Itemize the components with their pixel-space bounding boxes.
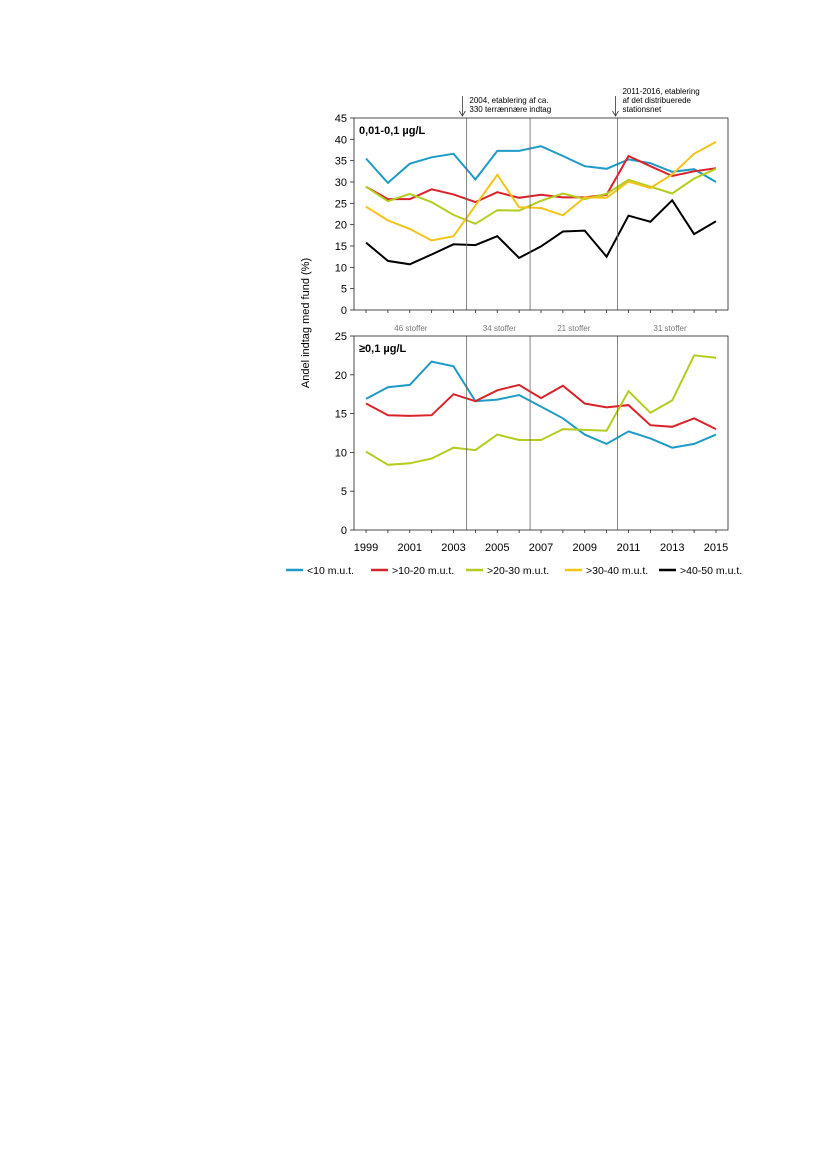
panel-title-1: 0,01-0,1 µg/L xyxy=(359,125,426,137)
annotation-text-2: stationsnet xyxy=(622,105,661,114)
series-line-1-5 xyxy=(365,198,717,266)
x-tick-label: 2003 xyxy=(441,542,465,554)
y-tick-label: 10 xyxy=(335,262,347,274)
panel-title-2: ≥0,1 µg/L xyxy=(359,343,406,355)
series-line-2-1 xyxy=(365,360,717,449)
y-tick-label: 20 xyxy=(335,370,347,382)
x-tick-label: 2013 xyxy=(660,542,684,554)
y-tick-label: 25 xyxy=(335,198,347,210)
annotation-arrow-head xyxy=(459,110,466,117)
y-tick-label: 25 xyxy=(335,331,347,343)
y-tick-label: 35 xyxy=(335,156,347,168)
series-line-1-3 xyxy=(365,167,717,225)
series-line-2-3 xyxy=(365,354,717,466)
y-tick-label: 45 xyxy=(335,113,347,125)
y-axis-label: Andel indtag med fund (%) xyxy=(300,258,312,388)
x-tick-label: 2015 xyxy=(704,542,728,554)
legend-label-2: >10-20 m.u.t. xyxy=(392,565,454,577)
y-tick-label: 15 xyxy=(335,241,347,253)
x-tick-label: 1999 xyxy=(354,542,378,554)
legend-label-3: >20-30 m.u.t. xyxy=(487,565,549,577)
chart-lines-layer xyxy=(365,141,717,466)
x-tick-label: 2001 xyxy=(398,542,422,554)
period-label: 31 stoffer xyxy=(653,324,687,333)
legend-label-5: >40-50 m.u.t. xyxy=(680,565,742,577)
annotation-text-1: 330 terrænnære indtag xyxy=(469,105,551,114)
period-label: 34 stoffer xyxy=(483,324,517,333)
x-tick-label: 2005 xyxy=(485,542,509,554)
y-tick-label: 20 xyxy=(335,220,347,232)
series-line-2-2 xyxy=(365,383,717,430)
x-tick-label: 2007 xyxy=(529,542,553,554)
y-tick-label: 0 xyxy=(341,305,347,317)
x-tick-label: 2011 xyxy=(617,542,641,554)
series-line-1-2 xyxy=(365,154,717,204)
annotation-text-1: 2004, etablering af ca. xyxy=(469,96,548,105)
panel-frame-2 xyxy=(353,335,729,531)
legend-label-1: <10 m.u.t. xyxy=(307,565,354,577)
chart-text-layer: 0 5 10 15 20 25 30 35 40 45 0,01-0,1 µg/L 0 5 10 15 20 2… xyxy=(307,87,742,577)
y-tick-label: 40 xyxy=(335,134,347,146)
annotation-text-2: 2011-2016, etablering xyxy=(622,87,699,96)
y-tick-label: 5 xyxy=(341,486,347,498)
y-tick-label: 0 xyxy=(341,525,347,537)
x-tick-label: 2009 xyxy=(573,542,597,554)
period-label: 46 stoffer xyxy=(394,324,428,333)
y-tick-label: 30 xyxy=(335,177,347,189)
series-line-1-4 xyxy=(365,141,717,242)
annotation-text-2: af det distribuerede xyxy=(622,96,691,105)
legend-label-4: >30-40 m.u.t. xyxy=(586,565,648,577)
period-label: 21 stoffer xyxy=(557,324,591,333)
y-tick-label: 15 xyxy=(335,409,347,421)
annotation-arrow-head xyxy=(612,110,619,117)
chart-frame-layer xyxy=(286,96,729,572)
y-tick-label: 5 xyxy=(341,284,347,296)
y-tick-label: 10 xyxy=(335,447,347,459)
series-line-1-1 xyxy=(365,145,717,185)
